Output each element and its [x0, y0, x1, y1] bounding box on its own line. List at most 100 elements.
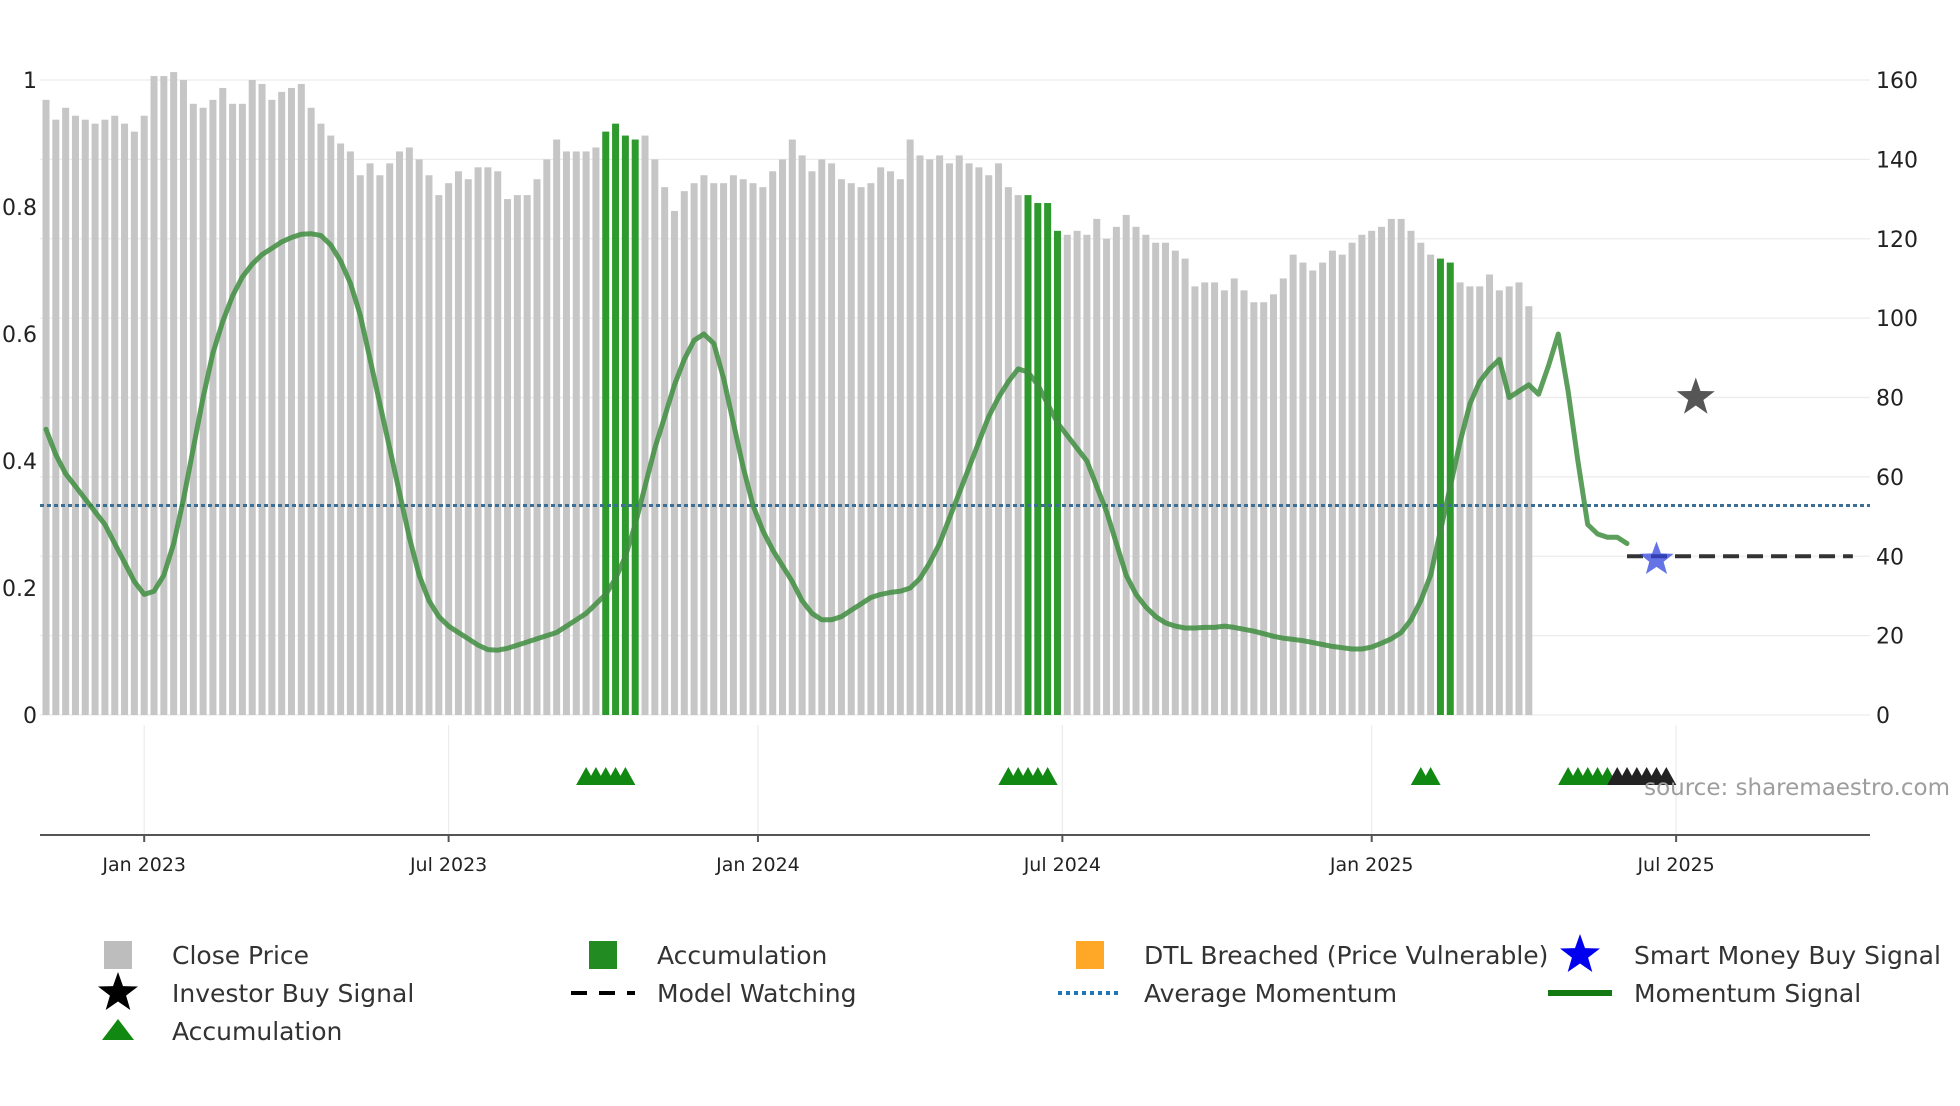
close-price-bar [1250, 302, 1258, 715]
legend-star [98, 972, 138, 1010]
close-price-bar [278, 91, 286, 715]
close-price-bar [1417, 242, 1425, 715]
source-label: source: sharemaestro.com [1644, 775, 1950, 801]
close-price-bar [81, 119, 89, 715]
close-price-bar [543, 159, 551, 715]
close-price-bar [1142, 234, 1150, 715]
x-tick-label: Jul 2025 [1636, 854, 1714, 876]
close-price-bar [759, 187, 767, 715]
close-price-bar [454, 171, 462, 715]
legend-swatch [1076, 941, 1104, 969]
x-tick-label: Jan 2025 [1329, 854, 1414, 876]
close-price-bar [1358, 234, 1366, 715]
close-price-bar [926, 159, 934, 715]
close-price-bar [1495, 290, 1503, 715]
close-price-bar [690, 183, 698, 715]
right-tick-label: 60 [1876, 466, 1904, 491]
buy-signals [1639, 377, 1715, 574]
close-price-bar [1338, 254, 1346, 715]
close-price-bar [1260, 302, 1268, 715]
close-price-bar [572, 151, 580, 715]
close-price-bar [396, 151, 404, 715]
close-price-bar [1073, 230, 1081, 715]
close-price-bar [1289, 254, 1297, 715]
right-tick-label: 20 [1876, 625, 1904, 650]
accumulation-bar [612, 123, 620, 715]
legend-label: Average Momentum [1144, 979, 1397, 1008]
legend-label: Momentum Signal [1634, 979, 1861, 1008]
close-price-bar [936, 155, 944, 715]
left-tick-label: 0.4 [2, 450, 37, 475]
close-price-bar [376, 175, 384, 715]
close-price-bar [995, 163, 1003, 715]
close-price-bar [779, 159, 786, 715]
close-price-bar [366, 163, 374, 715]
accumulation-bar [1024, 195, 1032, 715]
right-tick-label: 140 [1876, 148, 1918, 173]
close-price-bar [1004, 187, 1012, 715]
close-price-bar [847, 183, 855, 715]
close-price-bar [700, 175, 708, 715]
close-price-bar [1368, 230, 1376, 715]
accumulation-bar [1436, 258, 1444, 715]
close-price-bar [877, 167, 885, 715]
legend-label: Accumulation [172, 1017, 342, 1046]
close-price-bar [582, 151, 590, 715]
close-price-bar [1211, 282, 1219, 715]
close-price-bar [179, 80, 187, 715]
close-price-bar [1220, 290, 1228, 715]
legend-item-momentum: Momentum Signal [1548, 979, 1861, 1008]
close-price-bar [533, 179, 541, 715]
close-price-bar [651, 159, 659, 715]
legend-item-watching: Model Watching [571, 979, 857, 1008]
close-price-bar [1378, 226, 1386, 715]
accumulation-triangle [1037, 767, 1058, 785]
legend-swatch [104, 941, 132, 969]
close-price-bar [1093, 218, 1101, 715]
x-tick-label: Jul 2024 [1023, 854, 1101, 876]
close-price-bar [769, 171, 777, 715]
close-price-bar [170, 72, 178, 715]
close-price-bar [1515, 282, 1523, 715]
close-price-bar [504, 199, 512, 715]
legend-item-smart: Smart Money Buy Signal [1560, 934, 1941, 972]
close-price-bar [268, 99, 276, 715]
legend-swatch [589, 941, 617, 969]
close-price-bar [219, 87, 227, 715]
close-price-bar [867, 183, 875, 715]
close-price-bar [258, 83, 266, 715]
close-price-bar [1063, 234, 1071, 715]
right-tick-label: 120 [1876, 228, 1918, 253]
close-price-bar [1427, 254, 1435, 715]
close-price-bar [1112, 226, 1120, 715]
close-price-bar [288, 87, 295, 715]
close-price-bar [749, 183, 757, 715]
close-price-bar [513, 195, 521, 715]
close-price-bar [209, 99, 217, 715]
legend-item-accum-bar: Accumulation [589, 941, 827, 970]
left-tick-label: 1 [23, 69, 37, 94]
x-tick-label: Jan 2024 [715, 854, 800, 876]
close-price-bar [327, 135, 335, 715]
momentum-signal-curve [43, 231, 1630, 653]
close-price-bar [140, 115, 148, 715]
close-price-bar [553, 139, 561, 715]
close-price-bar [307, 107, 315, 715]
close-price-bar [788, 139, 796, 715]
close-price-bar [1279, 278, 1287, 715]
close-price-bar [1525, 306, 1533, 715]
close-price-bar [1181, 258, 1189, 715]
close-price-bar [346, 151, 354, 715]
close-price-bar [955, 155, 963, 715]
left-tick-label: 0.6 [2, 323, 37, 348]
accumulation-triangle [1420, 767, 1441, 785]
x-tick-label: Jan 2023 [101, 854, 186, 876]
close-price-bar [1171, 250, 1179, 715]
close-price-bar [1466, 286, 1474, 715]
close-price-bar [71, 115, 79, 715]
close-price-bar [1122, 214, 1130, 715]
close-price-bar [739, 179, 747, 715]
close-price-bar [896, 179, 904, 715]
close-price-bar [1407, 230, 1415, 715]
close-price-bar [818, 159, 826, 715]
